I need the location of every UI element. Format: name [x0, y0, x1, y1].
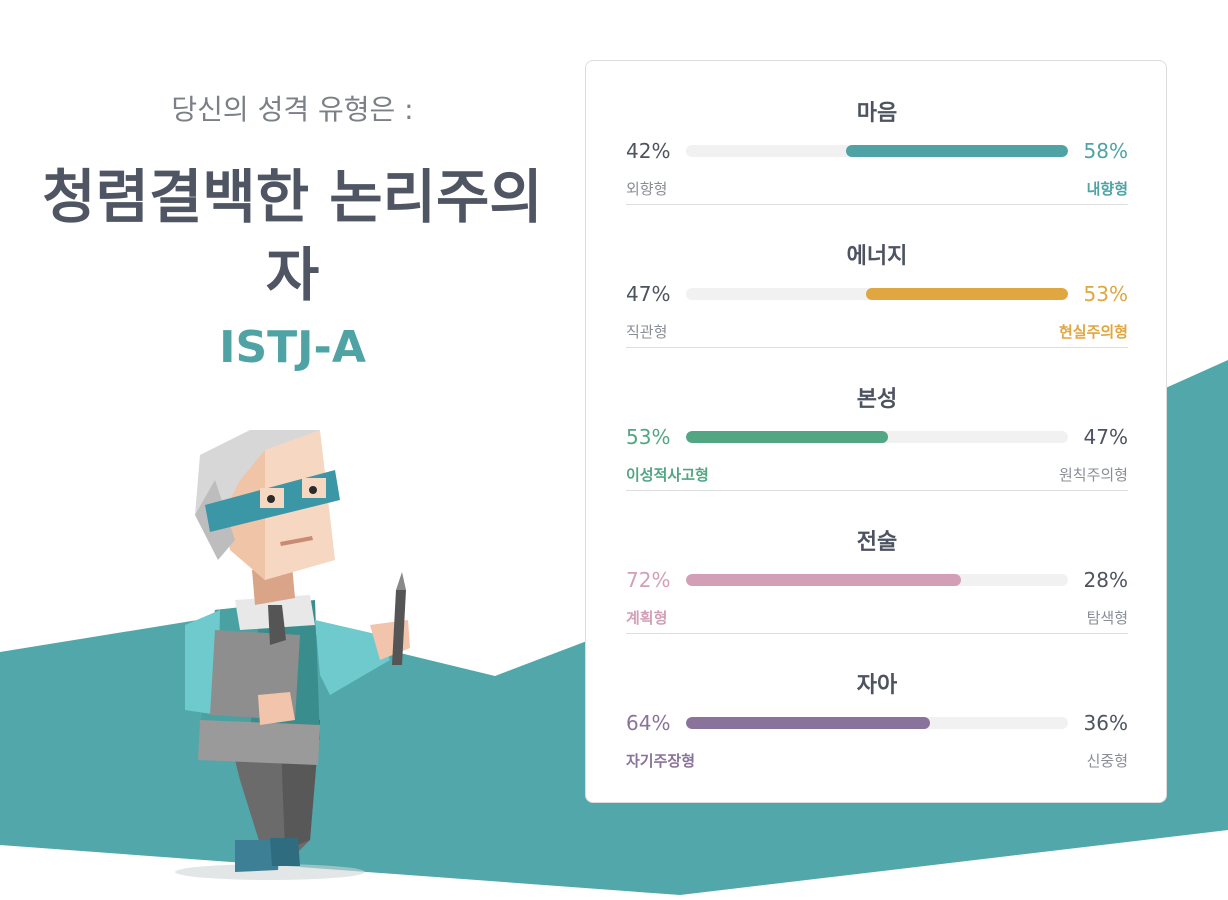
- trait-row: 마음 42% 58% 외향형 내향형: [626, 61, 1128, 204]
- trait-divider: [626, 490, 1128, 491]
- trait-progress-bar: [686, 574, 1068, 586]
- left-trait-label: 계획형: [626, 609, 668, 627]
- right-percent: 47%: [1083, 425, 1128, 449]
- trait-divider: [626, 633, 1128, 634]
- right-trait-label: 신중형: [1086, 752, 1128, 770]
- trait-progress-fill: [846, 145, 1068, 157]
- left-percent: 42%: [626, 139, 671, 163]
- trait-title: 전술: [856, 530, 898, 555]
- trait-progress-fill: [686, 574, 962, 586]
- trait-divider: [626, 347, 1128, 348]
- right-trait-label: 내향형: [1086, 180, 1128, 198]
- trait-progress-bar: [686, 431, 1068, 443]
- trait-progress-bar: [686, 288, 1068, 300]
- right-trait-label: 탐색형: [1086, 609, 1128, 627]
- type-code: ISTJ-A: [219, 322, 366, 373]
- trait-row: 에너지 47% 53% 직관형 현실주의형: [626, 204, 1128, 347]
- right-percent: 28%: [1083, 568, 1128, 592]
- left-percent: 72%: [626, 568, 671, 592]
- type-name: 청렴결백한 논리주의자: [42, 163, 543, 309]
- trait-title: 본성: [856, 387, 898, 412]
- right-trait-label: 원칙주의형: [1058, 466, 1128, 484]
- left-percent: 64%: [626, 711, 671, 735]
- left-percent: 53%: [626, 425, 671, 449]
- trait-progress-bar: [686, 717, 1068, 729]
- trait-progress-fill: [865, 288, 1068, 300]
- right-trait-label: 현실주의형: [1058, 323, 1128, 341]
- trait-progress-fill: [686, 717, 931, 729]
- trait-row: 전술 72% 28% 계획형 탐색형: [626, 490, 1128, 633]
- trait-progress-bar: [686, 145, 1068, 157]
- right-percent: 58%: [1083, 139, 1128, 163]
- right-percent: 36%: [1083, 711, 1128, 735]
- left-trait-label: 자기주장형: [626, 752, 696, 770]
- trait-title: 자아: [856, 673, 898, 698]
- trait-row: 본성 53% 47% 이성적사고형 원칙주의형: [626, 347, 1128, 490]
- trait-progress-fill: [686, 431, 889, 443]
- left-trait-label: 외향형: [626, 180, 668, 198]
- trait-title: 마음: [856, 101, 898, 126]
- left-percent: 47%: [626, 282, 671, 306]
- intro-text: 당신의 성격 유형은 :: [171, 93, 414, 126]
- trait-title: 에너지: [846, 244, 908, 269]
- right-percent: 53%: [1083, 282, 1128, 306]
- trait-divider: [626, 204, 1128, 205]
- trait-row: 자아 64% 36% 자기주장형 신중형: [626, 633, 1128, 776]
- left-trait-label: 이성적사고형: [626, 466, 709, 484]
- logistician-character-illustration: [175, 430, 410, 880]
- left-trait-label: 직관형: [626, 323, 668, 341]
